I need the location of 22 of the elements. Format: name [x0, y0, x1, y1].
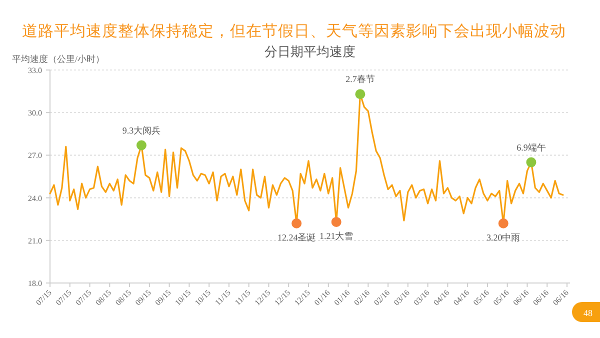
y-axis-title: 平均速度（公里/小时） [12, 54, 105, 64]
annotation: 1.21大雪 [319, 230, 354, 241]
point [355, 89, 366, 100]
y-tick-label: 27.0 [28, 151, 42, 160]
point [136, 140, 146, 150]
annotation: 2.7春节 [346, 74, 375, 84]
point [498, 218, 508, 228]
annotation: 12.24圣诞 [277, 232, 316, 242]
text: 48 [584, 308, 593, 318]
annotation: 3.20中雨 [486, 232, 520, 242]
y-tick-label: 30.0 [28, 108, 42, 118]
y-tick-label: 33.0 [28, 66, 42, 75]
y-tick-label: 18.0 [28, 279, 42, 288]
y-tick-label: 21.0 [28, 236, 42, 246]
annotation: 9.3大阅兵 [122, 125, 161, 136]
chart-subtitle: 分日期平均速度 [264, 44, 356, 59]
y-tick-label: 24.0 [28, 194, 42, 203]
point [292, 218, 302, 228]
point [331, 216, 342, 227]
point [526, 157, 536, 168]
chart-title: 道路平均速度整体保持稳定，但在节假日、天气等因素影响下会出现小幅波动 [22, 22, 566, 40]
annotation: 6.9端午 [516, 142, 546, 152]
